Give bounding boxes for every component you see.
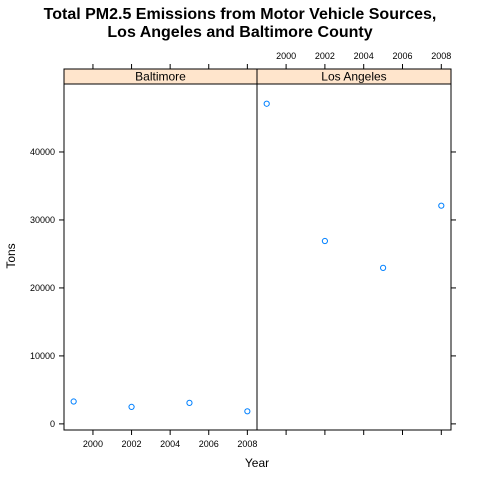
point-1-0 — [71, 399, 76, 404]
point-2-3 — [439, 203, 444, 208]
y-tick-label-1: 10000 — [30, 351, 55, 361]
x-tick-label-p1-1: 2002 — [122, 439, 142, 449]
panel-border-1 — [64, 84, 257, 430]
x-tick-label-p2-2: 2004 — [354, 51, 374, 61]
point-1-1 — [129, 404, 134, 409]
x-tick-label-p1-4: 2008 — [237, 439, 257, 449]
x-tick-label-p2-4: 2008 — [431, 51, 451, 61]
strip-label-2: Los Angeles — [321, 70, 386, 84]
panel-border-2 — [257, 84, 451, 430]
y-axis-label: Tons — [4, 243, 18, 268]
strip-label-1: Baltimore — [135, 70, 186, 84]
y-tick-label-2: 20000 — [30, 283, 55, 293]
x-tick-label-p2-1: 2002 — [315, 51, 335, 61]
y-tick-label-0: 0 — [50, 419, 55, 429]
point-2-1 — [322, 238, 327, 243]
panels-group: Baltimore 2000 2002 2004 2006 2008 Los Angeles… — [30, 51, 456, 449]
x-tick-label-p1-0: 2000 — [83, 439, 103, 449]
y-tick-label-3: 30000 — [30, 215, 55, 225]
point-2-2 — [381, 265, 386, 270]
x-tick-label-p1-3: 2006 — [199, 439, 219, 449]
x-axis-label: Year — [245, 456, 269, 470]
point-2-0 — [264, 101, 269, 106]
chart-title-line-2: Los Angeles and Baltimore County — [107, 24, 372, 41]
x-tick-label-p1-2: 2004 — [160, 439, 180, 449]
point-1-2 — [187, 400, 192, 405]
x-tick-label-p2-3: 2006 — [392, 51, 412, 61]
y-tick-label-4: 40000 — [30, 147, 55, 157]
x-tick-label-p2-0: 2000 — [276, 51, 296, 61]
chart-title-line-1: Total PM2.5 Emissions from Motor Vehicle… — [44, 6, 437, 23]
point-1-3 — [245, 409, 250, 414]
